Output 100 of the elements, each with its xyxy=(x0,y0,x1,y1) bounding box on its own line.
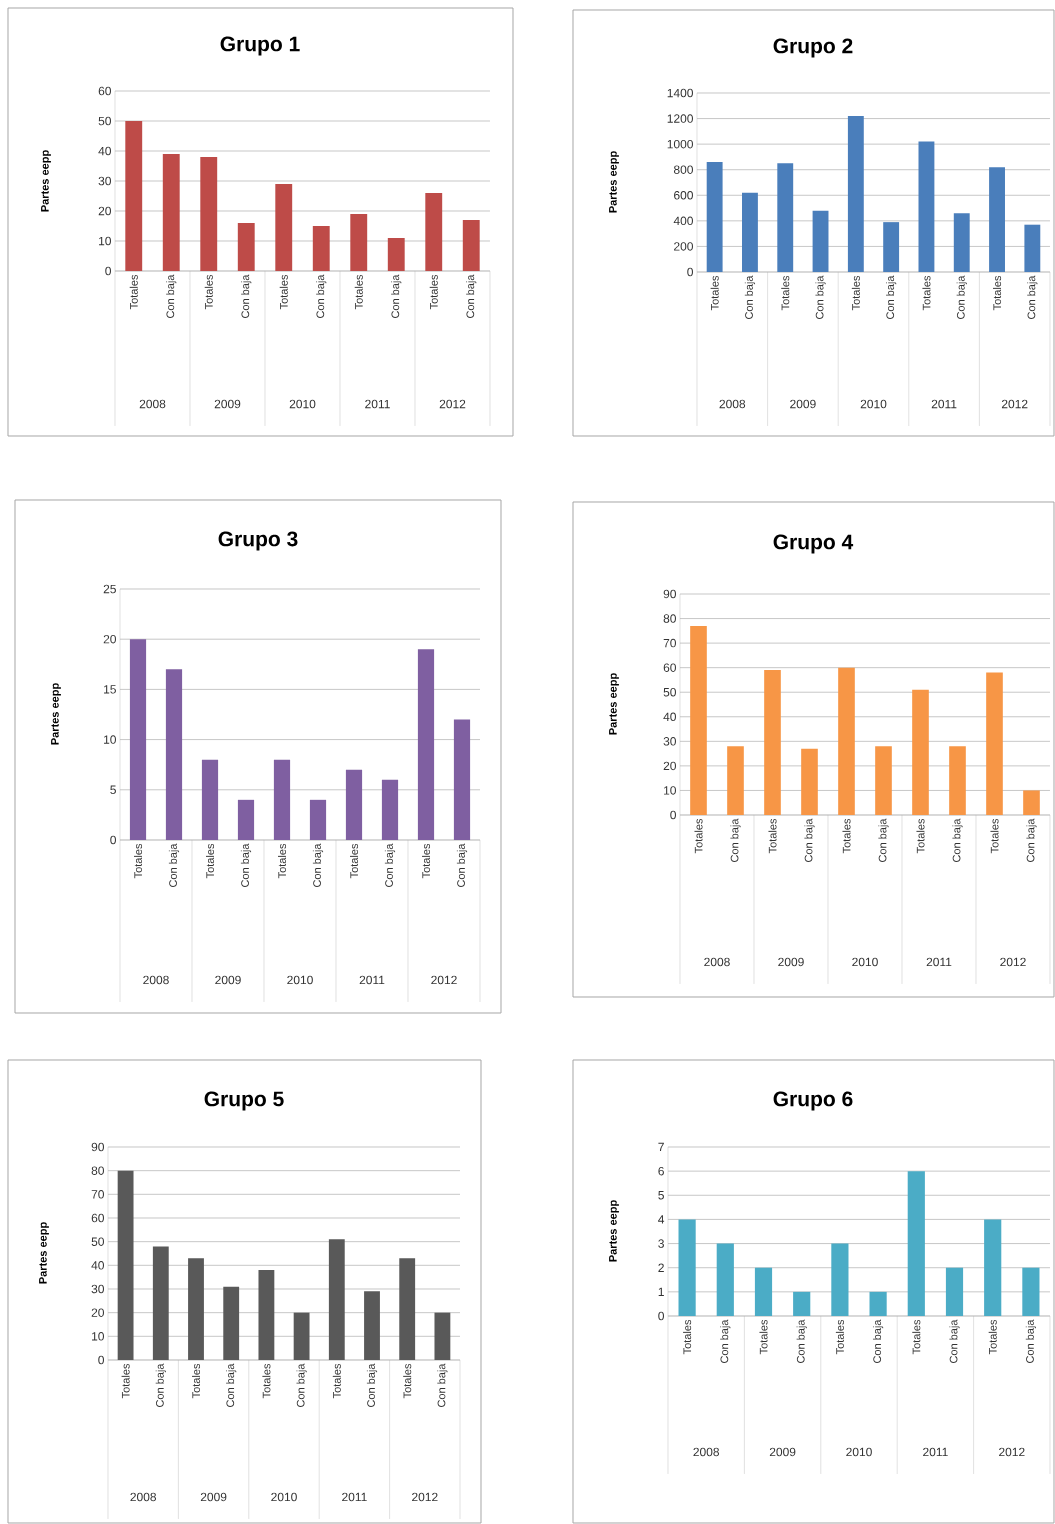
text: 2010 xyxy=(287,975,313,985)
text: 2008 xyxy=(143,975,169,985)
text: 2008 xyxy=(130,1492,157,1502)
y-tick-label: 2 xyxy=(658,1263,664,1272)
x-tick-label: Con baja xyxy=(240,843,252,887)
x-tick-label: Totales xyxy=(121,1363,130,1399)
x-tick-label: Con baja xyxy=(720,1319,731,1363)
x-tick-label: Con baja xyxy=(1026,818,1037,862)
y-tick-label: 60 xyxy=(663,663,676,672)
y-tick-label: 0 xyxy=(658,1311,664,1321)
bar xyxy=(869,1291,887,1316)
y-axis-title: Partes eepp xyxy=(41,150,51,212)
bar xyxy=(678,1219,696,1316)
text: 2008 xyxy=(139,399,166,409)
y-tick-label: 10 xyxy=(664,786,676,795)
text: 2011 xyxy=(342,1492,367,1502)
y-tick-label: 5 xyxy=(658,1191,664,1200)
bar xyxy=(273,759,291,840)
x-tick-label: Con baja xyxy=(1027,275,1038,319)
y-tick-label: 90 xyxy=(91,1142,104,1152)
bar xyxy=(727,746,744,815)
text: 2011 xyxy=(923,1447,948,1457)
bar xyxy=(462,220,480,271)
x-tick-label: Con baja xyxy=(466,274,477,318)
y-tick-label: 0 xyxy=(105,266,111,276)
bar xyxy=(754,1267,773,1316)
text: 2008 xyxy=(693,1447,720,1457)
x-tick-label: Totales xyxy=(912,1319,921,1355)
x-tick-label: Con baja xyxy=(1025,1319,1037,1363)
chart-title: Grupo 1 xyxy=(220,36,300,56)
x-tick-label: Totales xyxy=(279,274,288,310)
chart-title: Grupo 3 xyxy=(218,531,298,551)
bar xyxy=(838,667,855,815)
bar xyxy=(1023,790,1040,815)
x-tick-label: Totales xyxy=(781,275,790,311)
bar xyxy=(275,184,293,271)
x-tick-label: Con baja xyxy=(949,1319,960,1363)
y-tick-label: 90 xyxy=(663,589,676,599)
x-tick-label: Totales xyxy=(204,274,213,310)
y-tick-label: 70 xyxy=(663,638,676,648)
y-tick-label: 70 xyxy=(91,1190,104,1199)
text: 2010 xyxy=(289,399,316,409)
bar xyxy=(912,689,929,815)
y-tick-label: 20 xyxy=(663,761,676,771)
bar xyxy=(162,154,180,271)
text: 2009 xyxy=(790,399,816,409)
x-tick-label: Con baja xyxy=(815,275,826,319)
x-tick-label: Totales xyxy=(768,818,777,854)
bar xyxy=(1022,1267,1040,1316)
x-tick-label: Totales xyxy=(429,274,438,310)
bar xyxy=(793,1291,811,1316)
bar xyxy=(949,746,966,815)
text: 2011 xyxy=(365,399,390,409)
text: 2011 xyxy=(931,399,957,409)
y-tick-label: 6 xyxy=(658,1166,664,1176)
bar xyxy=(129,639,147,840)
x-tick-label: Totales xyxy=(403,1363,412,1399)
x-tick-label: Con baja xyxy=(312,843,324,887)
chart-title: Grupo 5 xyxy=(204,1091,284,1111)
bar xyxy=(364,1291,380,1360)
bar xyxy=(801,748,818,815)
x-tick-label: Totales xyxy=(916,818,925,854)
y-tick-label: 80 xyxy=(91,1166,104,1175)
x-tick-label: Con baja xyxy=(796,1319,807,1363)
y-tick-label: 20 xyxy=(91,1308,104,1317)
y-tick-label: 60 xyxy=(91,1213,104,1223)
bar xyxy=(984,1219,1002,1316)
y-tick-label: 0 xyxy=(98,1355,104,1365)
bar xyxy=(716,1243,734,1316)
x-tick-label: Totales xyxy=(129,274,138,310)
x-tick-label: Totales xyxy=(262,1363,271,1399)
y-tick-label: 10 xyxy=(104,735,116,744)
y-tick-label: 10 xyxy=(99,236,111,246)
x-tick-label: Totales xyxy=(990,818,999,854)
bar xyxy=(350,214,368,271)
bar xyxy=(387,238,405,271)
y-axis-title: Partes eepp xyxy=(39,1222,49,1284)
bar xyxy=(309,799,327,840)
y-tick-label: 80 xyxy=(663,614,676,623)
text: 2010 xyxy=(271,1492,297,1502)
x-tick-label: Totales xyxy=(354,274,363,310)
y-tick-label: 30 xyxy=(663,737,676,746)
text: 2009 xyxy=(215,975,241,985)
y-tick-label: 20 xyxy=(103,634,116,644)
x-tick-label: Con baja xyxy=(456,843,468,887)
bar xyxy=(258,1270,275,1360)
bar xyxy=(417,649,435,840)
x-tick-label: Totales xyxy=(133,843,143,879)
y-tick-label: 3 xyxy=(658,1239,664,1248)
bar xyxy=(381,779,399,840)
y-axis-title: Partes eepp xyxy=(51,683,61,745)
x-tick-label: Totales xyxy=(191,1363,201,1399)
x-tick-label: Con baja xyxy=(384,843,396,887)
x-tick-label: Con baja xyxy=(168,843,180,887)
bar xyxy=(453,719,471,840)
bar xyxy=(328,1239,345,1360)
x-tick-label: Con baja xyxy=(226,1363,237,1407)
y-tick-label: 60 xyxy=(98,86,111,96)
x-tick-label: Con baja xyxy=(804,818,815,862)
bar xyxy=(293,1312,310,1360)
